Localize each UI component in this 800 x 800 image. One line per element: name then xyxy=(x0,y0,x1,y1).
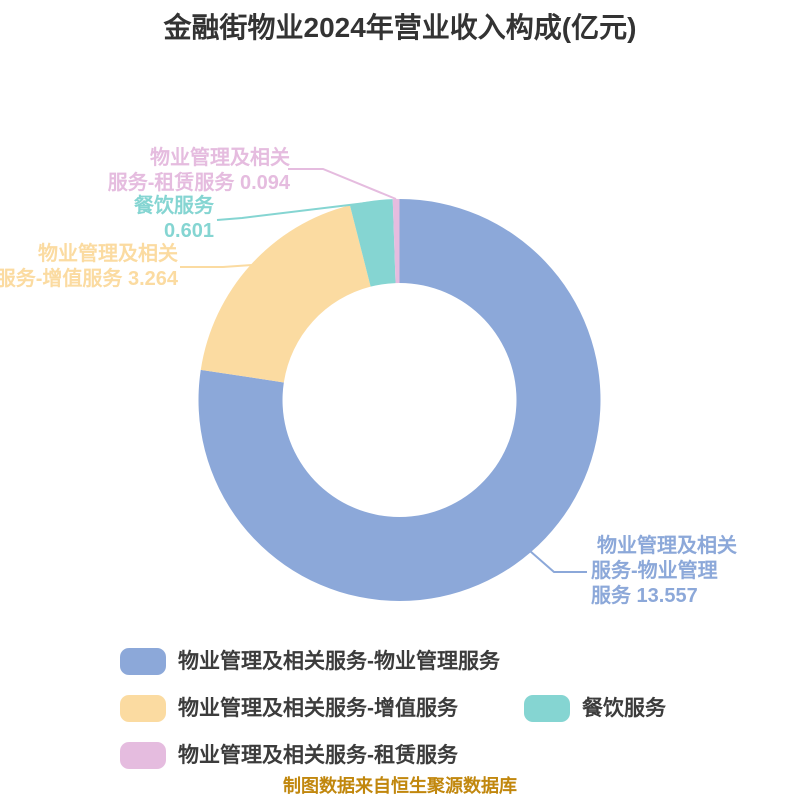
legend-swatch-catering xyxy=(524,695,570,722)
wedge-label-catering: 餐饮服务 0.601 xyxy=(134,194,214,244)
pie-slice-0 xyxy=(198,199,601,602)
legend: 物业管理及相关服务-物业管理服务 物业管理及相关服务-增值服务 餐饮服务 物业管… xyxy=(120,648,780,789)
leader-line-0 xyxy=(529,550,587,573)
wedge-label-management: 物业管理及相关 服务-物业管理 服务 13.557 xyxy=(591,534,737,609)
legend-swatch-value-added xyxy=(120,695,166,722)
pie-slice-2 xyxy=(349,199,396,287)
leader-line-1 xyxy=(180,264,253,268)
pie-slice-3 xyxy=(392,198,400,284)
legend-row: 物业管理及相关服务-增值服务 餐饮服务 xyxy=(120,695,780,722)
legend-label: 物业管理及相关服务-租赁服务 xyxy=(178,744,458,767)
leader-line-3 xyxy=(288,168,397,200)
legend-label: 物业管理及相关服务-增值服务 xyxy=(178,697,458,720)
legend-item-management: 物业管理及相关服务-物业管理服务 xyxy=(120,648,500,675)
pie-slice-1 xyxy=(200,205,371,383)
source-note: 制图数据来自恒生聚源数据库 xyxy=(283,776,517,796)
wedge-label-line: 服务-租赁服务 0.094 xyxy=(107,172,290,194)
wedge-label-line: 服务-物业管理 xyxy=(591,560,718,582)
leader-line-2 xyxy=(216,201,375,221)
wedge-label-line: 服务-增值服务 3.264 xyxy=(0,268,178,290)
page-title: 金融街物业2024年营业收入构成(亿元) xyxy=(163,12,637,43)
wedge-label-line: 服务 13.557 xyxy=(591,585,698,607)
wedge-label-line: 0.601 xyxy=(163,220,214,242)
legend-item-value-added: 物业管理及相关服务-增值服务 xyxy=(120,695,458,722)
legend-item-rental: 物业管理及相关服务-租赁服务 xyxy=(120,742,458,769)
legend-row: 物业管理及相关服务-租赁服务 xyxy=(120,742,780,769)
legend-swatch-management xyxy=(120,648,166,675)
wedge-label-line: 餐饮服务 xyxy=(134,195,214,217)
wedge-label-rental: 物业管理及相关 服务-租赁服务 0.094 xyxy=(108,146,290,196)
wedge-label-line: 物业管理及相关 xyxy=(597,535,737,557)
legend-item-catering: 餐饮服务 xyxy=(524,695,666,722)
wedge-label-line: 物业管理及相关 xyxy=(38,243,178,265)
legend-swatch-rental xyxy=(120,742,166,769)
wedge-label-value-added: 物业管理及相关 服务-增值服务 3.264 xyxy=(0,242,178,292)
legend-row: 物业管理及相关服务-物业管理服务 xyxy=(120,648,780,675)
wedge-label-line: 物业管理及相关 xyxy=(150,147,290,169)
legend-label: 餐饮服务 xyxy=(582,697,666,720)
legend-label: 物业管理及相关服务-物业管理服务 xyxy=(178,650,500,673)
